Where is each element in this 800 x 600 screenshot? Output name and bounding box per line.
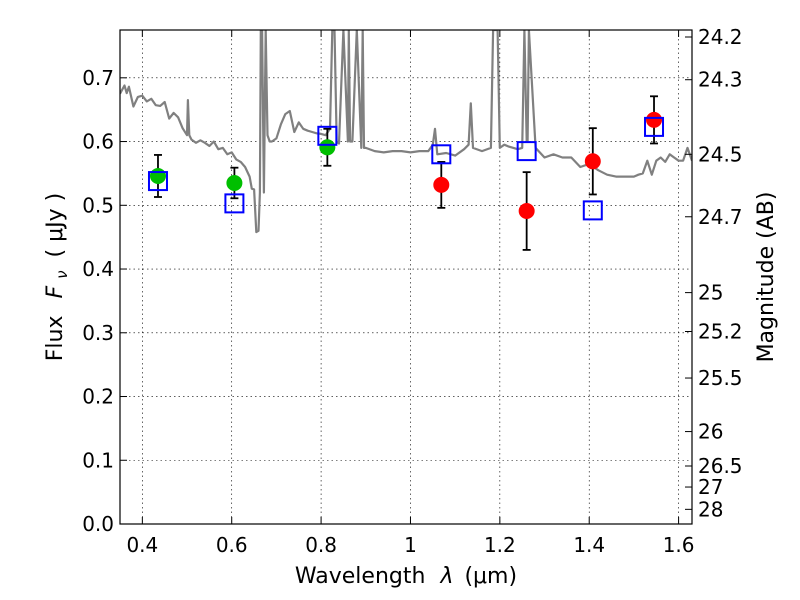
y-tick-label: 0.1 — [82, 448, 114, 472]
x-tick-label: 1.2 — [484, 533, 516, 557]
x-tick-label: 0.4 — [126, 533, 158, 557]
magnitude-tick-label: 25.2 — [698, 319, 743, 343]
model-photometry-square — [224, 193, 245, 214]
model-photometry-square — [147, 171, 168, 192]
x-tick-label: 0.6 — [216, 533, 248, 557]
magnitude-tick-label: 24.7 — [698, 205, 743, 229]
grid-layer — [120, 30, 692, 525]
plot-frame — [119, 29, 693, 525]
model-photometry-square — [317, 125, 338, 146]
data-point — [646, 111, 663, 128]
model-photometry-square — [644, 116, 665, 137]
y-tick-label: 0.6 — [82, 130, 114, 154]
x-tick-label: 1.6 — [663, 533, 695, 557]
data-point — [584, 153, 601, 170]
magnitude-tick-label: 24.5 — [698, 142, 743, 166]
x-tick-label: 0.8 — [305, 533, 337, 557]
magnitude-tick-label: 25 — [698, 281, 723, 305]
right-axis-label: Magnitude (AB) — [754, 192, 779, 363]
model-spectrum-line — [120, 30, 692, 234]
magnitude-tick-label: 24.3 — [698, 68, 743, 92]
magnitude-tick-label: 26 — [698, 420, 723, 444]
y-tick-label: 0.0 — [82, 512, 114, 536]
data-point — [149, 167, 166, 184]
magnitude-tick-label: 28 — [698, 497, 723, 521]
y-axis-label: Flux F ν ( μJy ) — [43, 193, 73, 361]
y-tick-label: 0.7 — [82, 66, 114, 90]
x-tick-label: 1 — [404, 533, 417, 557]
data-point — [319, 139, 336, 156]
y-tick-label: 0.2 — [82, 385, 114, 409]
magnitude-tick-label: 26.5 — [698, 454, 743, 478]
magnitude-tick-label: 27 — [698, 475, 723, 499]
magnitude-tick-label: 24.2 — [698, 25, 743, 49]
data-point — [226, 174, 243, 191]
data-point — [433, 176, 450, 193]
x-tick-label: 1.4 — [573, 533, 605, 557]
model-photometry-square — [516, 141, 537, 162]
y-tick-label: 0.3 — [82, 321, 114, 345]
model-photometry-square — [582, 200, 603, 221]
model-spectrum-layer — [120, 30, 692, 234]
y-tick-label: 0.5 — [82, 193, 114, 217]
axes-layer: 0.4 0.6 0.8 1 1.2 1.4 1.6 0.0 0.1 0.2 0.3 0.4 0.5 0.6… — [82, 25, 742, 557]
magnitude-tick-label: 25.5 — [698, 366, 743, 390]
data-point — [518, 203, 535, 220]
y-tick-label: 0.4 — [82, 257, 114, 281]
model-photometry-square — [431, 144, 452, 165]
x-axis-label: Wavelength λ (μm) — [295, 564, 517, 589]
data-marks-layer — [147, 95, 665, 251]
